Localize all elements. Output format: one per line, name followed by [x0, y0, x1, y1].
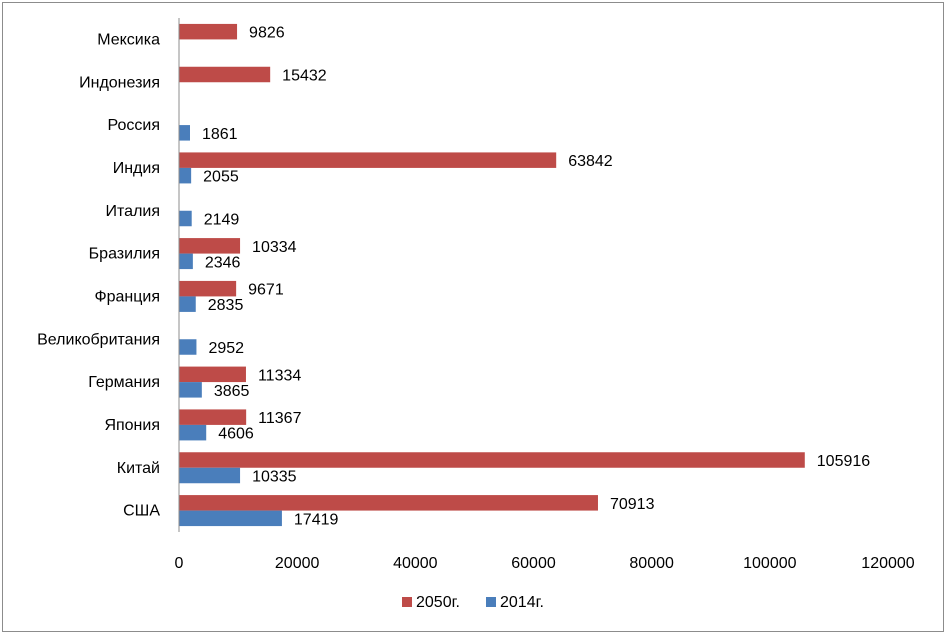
category-label: Германия — [88, 374, 160, 391]
y-axis-category-labels: США Китай Япония Германия Великобритания Фран… — [37, 31, 160, 519]
data-label: 4606 — [218, 426, 254, 443]
bar-2050 — [179, 238, 241, 254]
data-label: 2149 — [204, 212, 240, 229]
category-label: Япония — [104, 417, 160, 434]
x-tick-label: 0 — [175, 555, 184, 572]
bar-2014 — [179, 382, 202, 398]
bar-2050 — [179, 409, 247, 425]
category-label: Бразилия — [89, 246, 160, 263]
bar-2050 — [179, 66, 271, 83]
data-label: 105916 — [817, 453, 870, 470]
data-label: 10334 — [252, 239, 297, 256]
x-tick-label: 40000 — [393, 555, 438, 572]
category-label: Индонезия — [79, 74, 160, 91]
legend-swatch — [486, 597, 496, 607]
category-label: Россия — [108, 117, 160, 134]
x-tick-label: 20000 — [275, 555, 320, 572]
data-label: 3865 — [214, 383, 250, 400]
bar-2014 — [179, 467, 241, 484]
category-label: Мексика — [97, 31, 160, 48]
category-label: Италия — [106, 203, 160, 220]
bar-2014 — [179, 296, 196, 312]
data-label: 2346 — [205, 254, 241, 271]
series-2014-bars — [179, 125, 282, 527]
bar-2050 — [179, 152, 557, 168]
x-axis-tick-labels: 0 20000 40000 60000 80000 100000 120000 — [175, 555, 915, 572]
bar-2014 — [179, 125, 190, 141]
bar-2014 — [179, 510, 282, 527]
data-label: 15432 — [282, 68, 327, 85]
bar-2014 — [179, 253, 193, 270]
bar-2014 — [179, 210, 192, 227]
data-label: 9826 — [249, 25, 285, 42]
x-tick-label: 80000 — [629, 555, 674, 572]
data-label: 10335 — [252, 469, 297, 486]
x-tick-label: 120000 — [861, 555, 914, 572]
bar-2050 — [179, 280, 237, 297]
data-label: 2055 — [203, 169, 239, 186]
data-label: 11334 — [258, 367, 301, 384]
category-label: Индия — [113, 160, 160, 177]
data-label: 2835 — [208, 297, 244, 314]
data-label: 2952 — [208, 340, 244, 357]
category-label: Китай — [117, 460, 160, 477]
bar-2014 — [179, 424, 207, 441]
category-label: Франция — [94, 288, 160, 305]
bar-2014 — [179, 339, 197, 355]
x-tick-label: 100000 — [743, 555, 796, 572]
data-label: 70913 — [610, 496, 655, 513]
data-label: 63842 — [568, 153, 613, 170]
category-label: США — [123, 503, 160, 520]
data-label: 1861 — [202, 126, 238, 143]
legend-label: 2050г. — [416, 594, 460, 611]
bar-2050 — [179, 495, 598, 511]
data-label: 17419 — [294, 511, 339, 528]
data-label: 11367 — [258, 410, 301, 427]
series-2050-bars — [179, 23, 805, 511]
category-label: Великобритания — [37, 331, 160, 348]
legend: 2050г. 2014г. — [402, 594, 544, 611]
bar-2050 — [179, 366, 246, 383]
x-tick-label: 60000 — [511, 555, 556, 572]
bar-2014 — [179, 167, 192, 184]
bar-2050 — [179, 23, 238, 40]
data-label: 9671 — [248, 282, 284, 299]
legend-swatch — [402, 597, 412, 607]
legend-label: 2014г. — [500, 594, 544, 611]
bar-2050 — [179, 452, 805, 468]
